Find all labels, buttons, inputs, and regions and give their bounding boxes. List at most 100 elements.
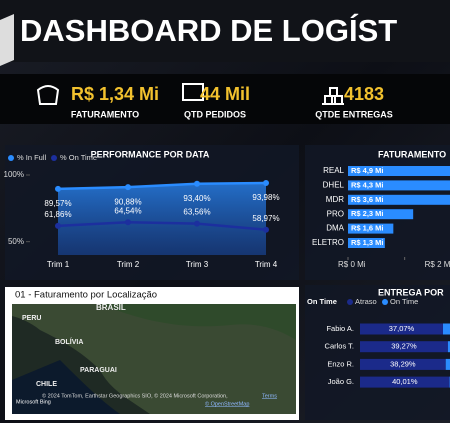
point: [55, 222, 61, 229]
board-icon: [182, 83, 204, 101]
data-label: 61,86%: [44, 210, 71, 219]
map-terms[interactable]: Terms: [262, 393, 277, 399]
forest: [100, 304, 296, 340]
data-label: R$ 1,6 Mi: [351, 224, 384, 233]
kpi-label: QTD PEDIDOS: [184, 109, 246, 119]
x-tick-label: Trim 4: [255, 260, 278, 269]
category-label: Enzo R.: [327, 359, 354, 368]
data-label: 38,29%: [390, 359, 416, 368]
area: [58, 183, 266, 255]
x-tick-label: Trim 2: [117, 260, 140, 269]
kpi-band: [0, 74, 450, 124]
kpi-label: QTDE ENTREGAS: [315, 109, 393, 119]
data-label: 64,54%: [114, 206, 141, 215]
kpi-value: 44 Mil: [200, 84, 250, 104]
map-osm[interactable]: © OpenStreetMap: [205, 400, 249, 407]
bar-segment: [447, 341, 450, 353]
faturamento-clip: FATURAMENTO REAL R$ 4,9 Mi DHEL R$ 4,3 Mi MDR…: [312, 149, 450, 269]
data-label: 90,88%: [114, 197, 141, 206]
bar-segment: [442, 323, 450, 335]
category-label: ELETRO: [312, 238, 344, 247]
category-label: MDR: [326, 195, 344, 204]
category-label: Fabio A.: [326, 324, 354, 333]
data-label: R$ 4,3 Mi: [351, 180, 384, 189]
map-place: CHILE: [36, 381, 57, 388]
map-brand: Microsoft Bing: [16, 399, 51, 405]
data-label: 63,56%: [183, 208, 210, 217]
chart-title: FATURAMENTO: [378, 149, 446, 159]
legend-title: On Time: [307, 297, 337, 306]
map-place: PARAGUAI: [80, 367, 117, 374]
category-label: Carlos T.: [325, 342, 354, 351]
map-attribution: © 2024 TomTom, Earthstar Geographics SIO…: [42, 392, 228, 399]
bar: [348, 194, 450, 205]
data-label: R$ 3,6 Mi: [351, 195, 384, 204]
x-tick-label: Trim 3: [186, 260, 209, 269]
data-label: 37,07%: [389, 324, 415, 333]
category-label: João G.: [328, 377, 354, 386]
data-label: 93,40%: [183, 194, 210, 203]
legend-label: On Time: [390, 297, 418, 306]
data-label: R$ 2,3 Mi: [351, 209, 384, 218]
data-label: 89,57%: [44, 199, 71, 208]
map-place: PERU: [22, 315, 41, 322]
bar: [348, 223, 394, 234]
map-place: BOLÍVIA: [55, 337, 83, 346]
bar-segment: [360, 323, 443, 335]
bar: [348, 238, 385, 248]
kpi-value: R$ 1,34 Mi: [71, 84, 159, 104]
point: [263, 180, 269, 187]
header-title: DASHBOARD DE LOGÍST: [20, 13, 397, 48]
data-label: 93,98%: [252, 193, 279, 202]
category-label: DHEL: [323, 181, 345, 190]
entrega-panel: [305, 285, 450, 420]
point: [194, 220, 200, 227]
money-icon: [36, 85, 60, 105]
line: [57, 221, 267, 231]
point: [125, 184, 131, 191]
data-label: R$ 4,9 Mi: [351, 166, 384, 175]
map-place: BRASIL: [96, 303, 126, 312]
point: [263, 226, 269, 233]
y-tick-label: 50%: [8, 237, 24, 246]
category-label: REAL: [323, 166, 344, 175]
point: [55, 185, 61, 192]
line: [57, 181, 267, 191]
data-label: R$ 1,3 Mi: [351, 238, 384, 247]
map-title: 01 - Faturamento por Localização: [15, 290, 157, 301]
bar-segment: [360, 341, 448, 353]
land: [12, 304, 296, 414]
legend-label: % On Time: [60, 153, 97, 162]
data-label: 39,27%: [391, 342, 417, 351]
data-label: 58,97%: [252, 214, 279, 223]
chart-title: PERFORMANCE POR DATA: [91, 149, 210, 159]
x-tick-label: R$ 2 M: [425, 260, 450, 269]
bar: [348, 209, 414, 220]
chart-title: ENTREGA POR: [378, 287, 444, 297]
header-decor: [0, 14, 14, 66]
point: [125, 219, 131, 226]
legend-label: Atraso: [355, 297, 377, 306]
kpi-icons: [36, 83, 344, 105]
legend-dot: [51, 155, 57, 161]
category-label: DMA: [326, 224, 344, 233]
boxes-icon: [322, 87, 344, 105]
category-label: PRO: [327, 209, 344, 218]
bar-segment: [360, 376, 450, 388]
legend-dot: [382, 299, 388, 305]
legend-dot: [347, 299, 353, 305]
ocean: [12, 360, 120, 414]
x-tick-label: Trim 1: [47, 260, 70, 269]
bar: [348, 180, 450, 191]
x-tick-label: R$ 0 Mi: [338, 260, 366, 269]
y-tick-label: 100%: [4, 170, 24, 179]
kpi-value: 4183: [344, 84, 384, 104]
bar: [348, 166, 450, 176]
legend-label: % In Full: [17, 153, 47, 162]
header-band: [0, 0, 450, 62]
kpi-label: FATURAMENTO: [71, 109, 139, 119]
bar-segment: [360, 358, 446, 370]
point: [194, 180, 200, 187]
